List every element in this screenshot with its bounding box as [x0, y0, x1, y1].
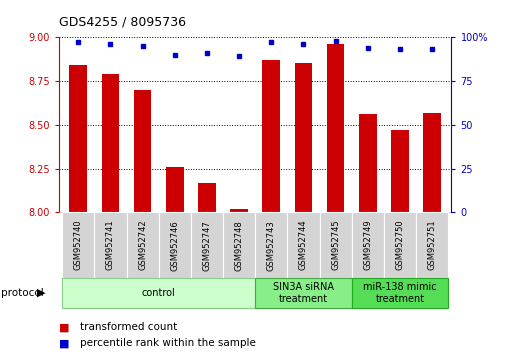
Bar: [166, 167, 184, 212]
Bar: [255, 278, 352, 308]
Bar: [62, 278, 255, 308]
Text: ▶: ▶: [37, 288, 46, 298]
Bar: [327, 44, 345, 212]
Bar: [263, 60, 280, 212]
Bar: [359, 114, 377, 212]
Text: GSM952748: GSM952748: [234, 220, 244, 270]
Text: GSM952743: GSM952743: [267, 220, 276, 270]
Text: GDS4255 / 8095736: GDS4255 / 8095736: [59, 16, 186, 29]
Text: protocol: protocol: [1, 288, 44, 298]
Bar: [62, 212, 94, 278]
Text: percentile rank within the sample: percentile rank within the sample: [80, 338, 255, 348]
Text: miR-138 mimic
treatment: miR-138 mimic treatment: [363, 282, 437, 304]
Bar: [287, 212, 320, 278]
Bar: [223, 212, 255, 278]
Text: GSM952742: GSM952742: [138, 220, 147, 270]
Text: ■: ■: [59, 322, 69, 332]
Bar: [255, 212, 287, 278]
Text: control: control: [142, 288, 175, 298]
Bar: [352, 278, 448, 308]
Text: transformed count: transformed count: [80, 322, 177, 332]
Text: GSM952741: GSM952741: [106, 220, 115, 270]
Bar: [134, 90, 151, 212]
Bar: [198, 183, 216, 212]
Bar: [423, 113, 441, 212]
Bar: [69, 65, 87, 212]
Text: GSM952740: GSM952740: [74, 220, 83, 270]
Text: GSM952746: GSM952746: [170, 220, 180, 270]
Bar: [416, 212, 448, 278]
Bar: [127, 212, 159, 278]
Bar: [391, 130, 409, 212]
Bar: [94, 212, 127, 278]
Bar: [230, 209, 248, 212]
Bar: [102, 74, 120, 212]
Bar: [320, 212, 352, 278]
Text: GSM952747: GSM952747: [203, 220, 211, 270]
Text: ■: ■: [59, 338, 69, 348]
Bar: [294, 63, 312, 212]
Bar: [352, 212, 384, 278]
Text: GSM952751: GSM952751: [428, 220, 437, 270]
Bar: [384, 212, 416, 278]
Text: GSM952750: GSM952750: [396, 220, 404, 270]
Text: GSM952749: GSM952749: [363, 220, 372, 270]
Bar: [191, 212, 223, 278]
Bar: [159, 212, 191, 278]
Text: GSM952744: GSM952744: [299, 220, 308, 270]
Text: SIN3A siRNA
treatment: SIN3A siRNA treatment: [273, 282, 334, 304]
Text: GSM952745: GSM952745: [331, 220, 340, 270]
